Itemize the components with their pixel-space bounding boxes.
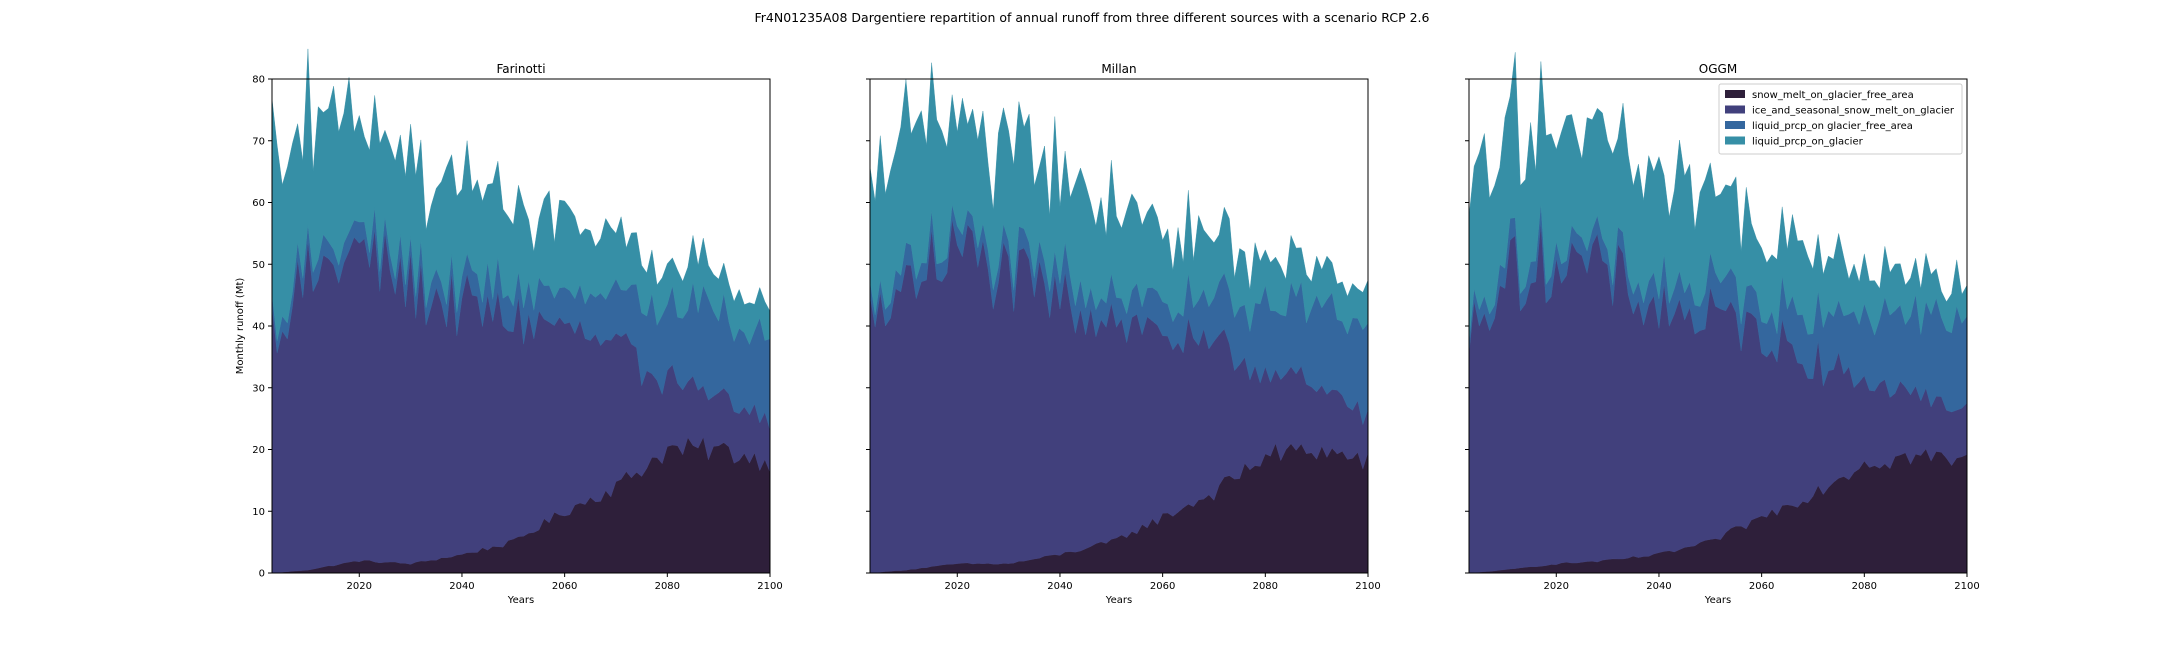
panel-title: OGGM — [1699, 62, 1737, 76]
x-tick-label: 2060 — [552, 581, 577, 592]
x-tick-label: 2020 — [347, 581, 372, 592]
panel-farinotti: Farinotti 2020 2040 2060 2080 2100 Years 0 10 20 3… — [235, 48, 783, 606]
legend-label: ice_and_seasonal_snow_melt_on_glacier — [1752, 106, 1955, 117]
x-tick-label: 2040 — [449, 581, 474, 592]
legend-entry: liquid_prcp_on_glacier — [1725, 136, 1864, 148]
legend-swatch — [1725, 136, 1745, 145]
legend-label: liquid_prcp_on glacier_free_area — [1752, 121, 1913, 132]
panel-millan: Millan 2020 2040 2060 2080 2100 Years — [866, 62, 1381, 606]
x-axis-label: Years — [507, 595, 534, 606]
y-tick-label: 0 — [259, 569, 265, 580]
panel-oggm: OGGM 2020 2040 2060 2080 2100 Years — [1465, 52, 1980, 606]
panel-title: Millan — [1101, 62, 1136, 76]
y-tick-label: 40 — [252, 322, 265, 333]
x-tick-label: 2060 — [1150, 581, 1175, 592]
panel-title: Farinotti — [496, 62, 545, 76]
x-tick-label: 2080 — [655, 581, 680, 592]
y-tick-label: 80 — [252, 75, 265, 86]
legend-entry: ice_and_seasonal_snow_melt_on_glacier — [1725, 105, 1955, 117]
x-tick-label: 2080 — [1253, 581, 1278, 592]
legend-swatch — [1725, 105, 1745, 114]
y-tick-label: 10 — [252, 507, 265, 518]
legend-label: snow_melt_on_glacier_free_area — [1752, 90, 1914, 101]
x-tick-label: 2100 — [1355, 581, 1380, 592]
x-tick-label: 2080 — [1852, 581, 1877, 592]
legend-entry: liquid_prcp_on glacier_free_area — [1725, 121, 1913, 132]
x-tick-label: 2040 — [1646, 581, 1671, 592]
x-tick-label: 2020 — [945, 581, 970, 592]
y-tick-label: 60 — [252, 198, 265, 209]
x-tick-label: 2060 — [1749, 581, 1774, 592]
y-tick-label: 30 — [252, 383, 265, 394]
x-tick-label: 2040 — [1047, 581, 1072, 592]
x-tick-label: 2100 — [1954, 581, 1979, 592]
y-axis-label: Monthly runoff (Mt) — [235, 278, 246, 375]
legend-label: liquid_prcp_on_glacier — [1752, 137, 1864, 148]
y-tick-label: 50 — [252, 260, 265, 271]
legend-entry: snow_melt_on_glacier_free_area — [1725, 90, 1914, 101]
legend-swatch — [1725, 90, 1745, 98]
legend-swatch — [1725, 121, 1745, 129]
figure-suptitle: Fr4N01235A08 Dargentiere repartition of … — [755, 10, 1430, 25]
y-tick-label: 20 — [252, 445, 265, 456]
y-tick-label: 70 — [252, 136, 265, 147]
chart-panels: Farinotti 2020 2040 2060 2080 2100 Years 0 10 20 3… — [235, 48, 1980, 606]
x-tick-label: 2100 — [757, 581, 782, 592]
chart-legend: snow_melt_on_glacier_free_area ice_and_se… — [1718, 83, 1963, 155]
legend-box — [1718, 83, 1963, 155]
x-axis-label: Years — [1704, 595, 1731, 606]
x-axis-label: Years — [1105, 595, 1132, 606]
x-tick-label: 2020 — [1544, 581, 1569, 592]
